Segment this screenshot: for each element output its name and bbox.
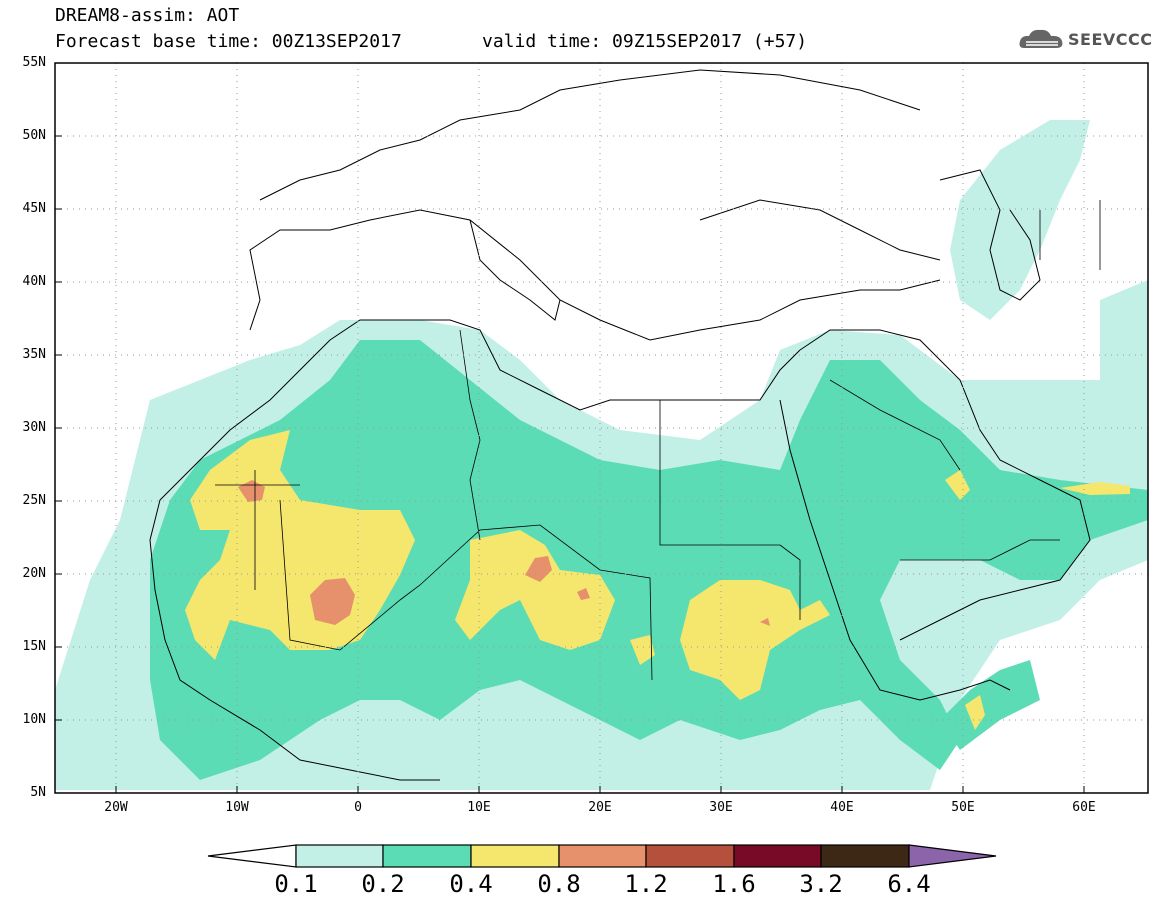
aot-region-0.8-chad — [577, 588, 590, 600]
colorbar-label-3.2: 3.2 — [799, 870, 843, 898]
lat-label-50n: 50N — [22, 128, 46, 143]
lon-label-20e: 20E — [588, 800, 612, 815]
colorbar-swatch-0.4 — [470, 844, 560, 868]
aot-region-0.4-chad — [630, 635, 655, 665]
lat-label-55n: 55N — [22, 55, 46, 70]
colorbar-swatch-1.6 — [733, 844, 822, 868]
colorbar-lower-arrow — [207, 844, 297, 868]
colorbar — [207, 844, 997, 868]
lat-label-15n: 15N — [22, 639, 46, 654]
aot-field — [55, 69, 1148, 790]
logo-text: SEEVCCC — [1068, 30, 1153, 49]
aot-region-0.2-somalia — [940, 660, 1040, 750]
lat-label-45n: 45N — [22, 201, 46, 216]
aot-region-0.2 — [150, 340, 1148, 780]
lon-label-50e: 50E — [951, 800, 975, 815]
lat-label-30n: 30N — [22, 420, 46, 435]
lat-label-5n: 5N — [30, 785, 46, 800]
colorbar-swatch-1.2 — [645, 844, 735, 868]
aot-region-0.4-somalia — [965, 695, 985, 730]
lat-label-10n: 10N — [22, 712, 46, 727]
colorbar-label-1.2: 1.2 — [624, 870, 668, 898]
colorbar-label-0.1: 0.1 — [274, 870, 318, 898]
colorbar-swatch-0.8 — [558, 844, 647, 868]
aot-region-0.4-central — [455, 530, 615, 650]
colorbar-upper-arrow — [908, 844, 997, 868]
lat-label-25n: 25N — [22, 493, 46, 508]
aot-region-0.1-east — [1100, 280, 1148, 440]
coastlines — [149, 69, 1091, 781]
lat-label-35n: 35N — [22, 347, 46, 362]
colorbar-swatch-0.1 — [295, 844, 384, 868]
lat-label-40n: 40N — [22, 274, 46, 289]
colorbar-swatch-3.2 — [820, 844, 910, 868]
lon-label-10e: 10E — [467, 800, 491, 815]
aot-region-0.8-mali — [310, 578, 355, 625]
colorbar-label-0.4: 0.4 — [449, 870, 493, 898]
aot-region-0.4-arabia — [945, 470, 970, 500]
colorbar-label-6.4: 6.4 — [887, 870, 931, 898]
aot-region-0.8-niger — [525, 556, 552, 582]
lon-label-20w: 20W — [104, 800, 128, 815]
graticule — [55, 63, 1148, 793]
cloud-icon — [1019, 29, 1063, 48]
colorbar-label-0.2: 0.2 — [361, 870, 405, 898]
lon-label-10w: 10W — [225, 800, 249, 815]
lon-label-30e: 30E — [709, 800, 733, 815]
aot-region-0.4-sudan — [680, 580, 830, 700]
axis-ticks — [55, 135, 1085, 793]
seevccc-logo: SEEVCCC — [1018, 26, 1152, 54]
lon-label-40e: 40E — [830, 800, 854, 815]
colorbar-label-0.8: 0.8 — [537, 870, 581, 898]
map-title: DREAM8-assim: AOT — [55, 5, 240, 26]
aot-region-0.1-caspian — [950, 120, 1090, 320]
colorbar-label-1.6: 1.6 — [712, 870, 756, 898]
lat-label-20n: 20N — [22, 566, 46, 581]
lon-label-0: 0 — [354, 800, 362, 815]
colorbar-swatch-0.2 — [382, 844, 472, 868]
forecast-base-time: Forecast base time: 00Z13SEP2017 — [55, 31, 402, 52]
valid-time: valid time: 09Z15SEP2017 (+57) — [482, 31, 808, 52]
lon-label-60e: 60E — [1072, 800, 1096, 815]
aot-region-0.4-oman — [1060, 482, 1130, 495]
aot-region-0.8-sudan — [760, 618, 770, 626]
aot-region-0.8-mauritania — [238, 480, 265, 502]
